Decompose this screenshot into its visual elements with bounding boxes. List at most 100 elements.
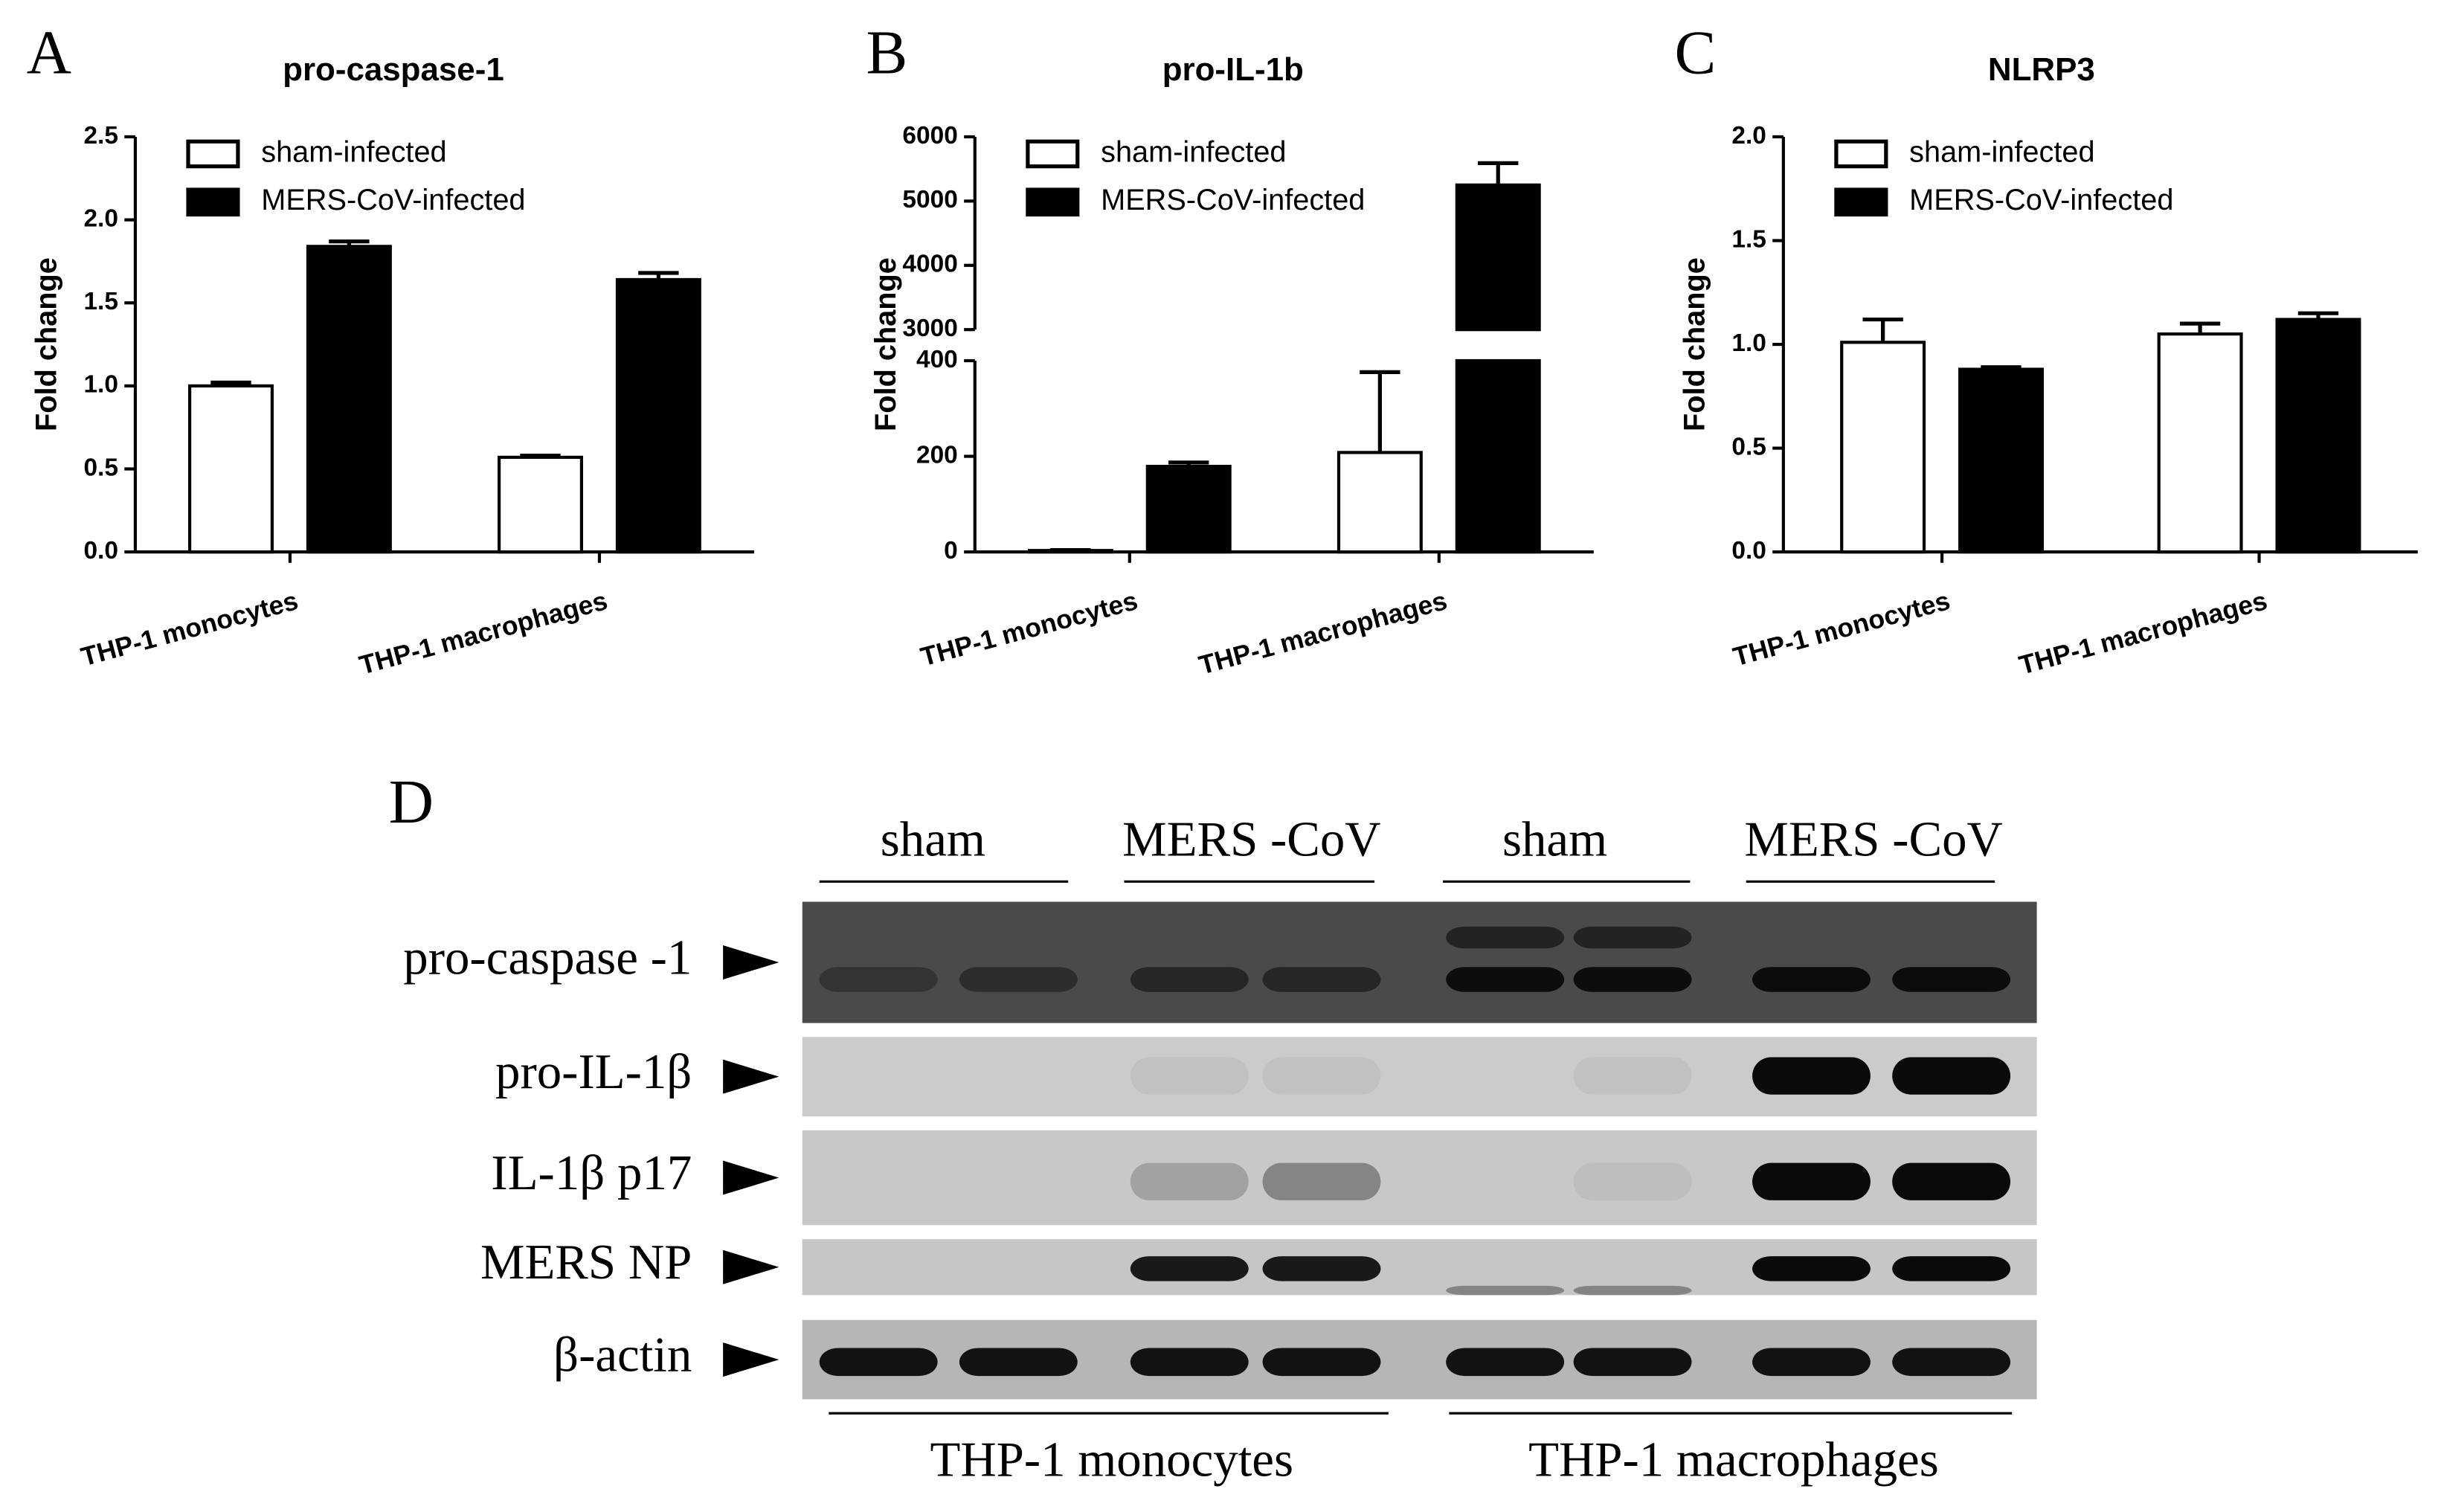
- y-axis-label: Fold change: [869, 257, 902, 431]
- panel-label: A: [27, 19, 71, 88]
- arrowhead: [723, 1059, 779, 1094]
- blot-band: [1446, 926, 1565, 949]
- panel-label: C: [1675, 19, 1717, 88]
- arrowhead: [723, 945, 779, 980]
- condition-label: MERS -CoV: [1122, 811, 1380, 866]
- blot-band: [1892, 1057, 2011, 1095]
- x-tick-label: THP-1 macrophages: [1196, 585, 1450, 681]
- blot-band: [1446, 1285, 1565, 1296]
- legend-swatch: [186, 139, 240, 169]
- legend-swatch: [186, 187, 240, 217]
- bar: [2275, 318, 2361, 554]
- blot-band: [1573, 926, 1692, 949]
- y-tick-label: 0.5: [83, 454, 118, 481]
- blot-band: [1130, 1256, 1249, 1281]
- bar: [1958, 367, 2045, 554]
- bar: [306, 245, 392, 554]
- legend-label: sham-infected: [1909, 135, 2094, 168]
- bar: [1027, 549, 1113, 554]
- blot-band: [1573, 1057, 1692, 1095]
- chart-title: NLRP3: [1988, 51, 2095, 88]
- y-tick-label: 2.0: [83, 205, 118, 232]
- legend-label: MERS-CoV-infected: [1909, 184, 2173, 216]
- blot-band: [1262, 1256, 1381, 1281]
- legend-swatch: [1026, 187, 1080, 217]
- y-tick-label: 0: [944, 537, 958, 564]
- blot-band: [1892, 1256, 2011, 1281]
- blot-band: [1262, 967, 1381, 992]
- arrowhead: [723, 1160, 779, 1195]
- y-axis-label: Fold change: [1678, 257, 1711, 431]
- blot-band: [1752, 1348, 1871, 1377]
- bar: [498, 455, 583, 554]
- blot-band: [1892, 1348, 2011, 1377]
- bar: [188, 384, 274, 554]
- blot-band: [1130, 1162, 1249, 1200]
- y-tick-label: 5000: [902, 186, 957, 213]
- legend-swatch: [1834, 139, 1888, 169]
- blot-band: [1752, 967, 1871, 992]
- blot-band: [959, 967, 1078, 992]
- y-tick-label: 6000: [902, 122, 957, 149]
- blot-band: [1892, 967, 2011, 992]
- condition-label: sham: [881, 811, 985, 866]
- bar: [1145, 464, 1232, 554]
- blot-strip: [802, 901, 2037, 1023]
- bar: [615, 277, 701, 554]
- y-tick-label: 0.0: [1731, 537, 1766, 564]
- legend-swatch: [1834, 187, 1888, 217]
- blot-band: [1262, 1348, 1381, 1377]
- blot-band: [1752, 1162, 1871, 1200]
- blot-band: [1573, 1348, 1692, 1377]
- x-tick-label: THP-1 monocytes: [78, 585, 301, 672]
- protein-label: MERS NP: [480, 1235, 692, 1290]
- protein-label: pro-IL-1β: [495, 1044, 692, 1099]
- blot-band: [1130, 1057, 1249, 1095]
- blot-band: [1130, 1348, 1249, 1377]
- blot-band: [1446, 1348, 1565, 1377]
- x-tick-label: THP-1 macrophages: [356, 585, 611, 681]
- bar: [1840, 341, 1926, 554]
- bar: [1455, 358, 1541, 554]
- arrowhead: [723, 1249, 779, 1284]
- blot-band: [819, 967, 938, 992]
- condition-label: sham: [1502, 811, 1607, 866]
- blot-band: [959, 1348, 1078, 1377]
- y-tick-label: 1.0: [1731, 329, 1766, 357]
- y-tick-label: 1.5: [83, 288, 118, 315]
- protein-label: pro-caspase -1: [403, 930, 692, 985]
- bar: [1455, 183, 1541, 332]
- y-tick-label: 200: [916, 441, 958, 469]
- blot-band: [1573, 1162, 1692, 1200]
- bar: [1337, 451, 1423, 554]
- legend-label: MERS-CoV-infected: [261, 184, 525, 216]
- legend-swatch: [1026, 139, 1080, 169]
- y-tick-label: 2.5: [83, 122, 118, 149]
- y-tick-label: 0.5: [1731, 433, 1766, 460]
- legend-label: sham-infected: [261, 135, 446, 168]
- protein-label: IL-1β p17: [491, 1145, 692, 1200]
- condition-label: MERS -CoV: [1744, 811, 2002, 866]
- x-tick-label: THP-1 monocytes: [918, 585, 1141, 672]
- bar: [2157, 332, 2243, 554]
- y-tick-label: 1.5: [1731, 225, 1766, 253]
- blot-band: [1573, 967, 1692, 992]
- y-tick-label: 3000: [902, 315, 957, 342]
- blot-band: [1752, 1057, 1871, 1095]
- panel-label: D: [389, 768, 434, 837]
- y-tick-label: 0.0: [83, 537, 118, 564]
- blot-band: [1130, 967, 1249, 992]
- y-axis-label: Fold change: [30, 257, 62, 431]
- x-tick-label: THP-1 monocytes: [1730, 585, 1953, 672]
- panel-label: B: [866, 19, 907, 88]
- y-tick-label: 400: [916, 346, 958, 373]
- chart-title: pro-caspase-1: [283, 51, 504, 88]
- blot-band: [819, 1348, 938, 1377]
- legend-label: MERS-CoV-infected: [1101, 184, 1365, 216]
- blot-band: [1573, 1285, 1692, 1296]
- blot-band: [1892, 1162, 2011, 1200]
- y-tick-label: 1.0: [83, 371, 118, 399]
- legend-label: sham-infected: [1101, 135, 1286, 168]
